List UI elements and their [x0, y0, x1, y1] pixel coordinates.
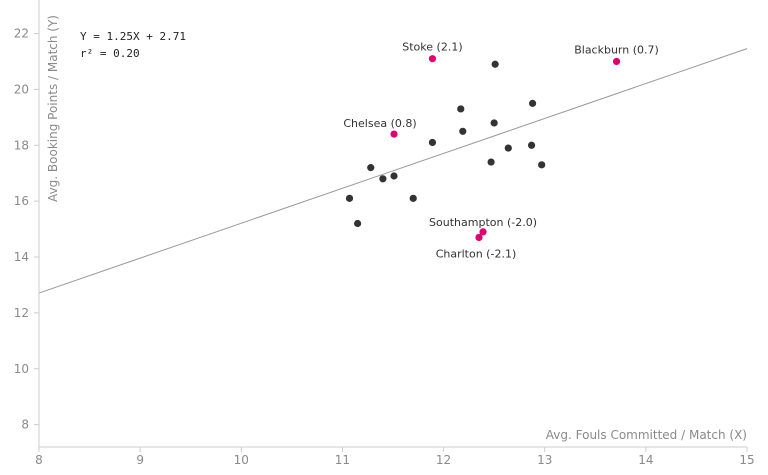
highlighted-point-label: Southampton (-2.0)	[429, 216, 537, 229]
highlighted-point-label: Charlton (-2.1)	[436, 247, 517, 260]
highlighted-point	[612, 57, 621, 66]
x-tick-label: 15	[739, 453, 754, 467]
data-point	[428, 138, 437, 147]
y-tick-label: 20	[14, 82, 29, 96]
x-axis-title: Avg. Fouls Committed / Match (X)	[546, 428, 747, 442]
data-point	[504, 144, 512, 152]
y-tick-label: 22	[14, 27, 29, 41]
y-tick-label: 10	[14, 362, 29, 376]
data-point	[379, 175, 387, 183]
data-point	[490, 119, 498, 127]
data-point	[367, 164, 375, 172]
regression-r-squared: r² = 0.20	[80, 47, 140, 60]
y-tick-label: 8	[21, 418, 29, 432]
data-point	[487, 158, 495, 166]
x-tick-label: 11	[335, 453, 350, 467]
data-point	[457, 105, 465, 113]
highlighted-point-label: Stoke (2.1)	[402, 41, 462, 54]
x-tick-label: 8	[35, 453, 43, 467]
regression-line	[38, 48, 748, 294]
y-tick-label: 12	[14, 306, 29, 320]
x-tick-label: 9	[136, 453, 144, 467]
highlighted-point	[390, 130, 398, 138]
data-point	[345, 194, 354, 202]
y-tick-label: 14	[14, 250, 29, 264]
highlighted-point-label: Blackburn (0.7)	[574, 43, 659, 56]
highlighted-point	[428, 55, 437, 63]
y-axis-title: Avg. Booking Points / Match (Y)	[46, 15, 60, 202]
data-point	[409, 194, 417, 202]
x-tick-label: 13	[537, 453, 552, 467]
plot-area	[38, 48, 748, 294]
data-point	[538, 161, 546, 169]
x-tick-label: 14	[638, 453, 653, 467]
data-points	[345, 55, 621, 242]
data-point	[491, 60, 499, 68]
point-labels: Stoke (2.1) Blackburn (0.7) Chelsea (0.8) S…	[343, 41, 658, 261]
highlighted-point-label: Chelsea (0.8)	[343, 117, 416, 130]
data-point	[390, 172, 398, 180]
x-tick-label: 10	[234, 453, 249, 467]
data-point	[527, 141, 536, 149]
data-point	[354, 219, 362, 228]
data-point	[459, 127, 467, 135]
highlighted-point	[479, 228, 487, 236]
y-tick-label: 18	[14, 138, 29, 152]
data-point	[528, 99, 537, 107]
x-tick-label: 12	[436, 453, 451, 467]
y-tick-label: 16	[14, 194, 29, 208]
highlighted-point	[475, 233, 483, 242]
regression-equation: Y = 1.25X + 2.71	[80, 30, 186, 43]
axes: 8 9 10 11 12 13 14 15 8 10 12 14 16 18 20 22	[14, 0, 755, 467]
